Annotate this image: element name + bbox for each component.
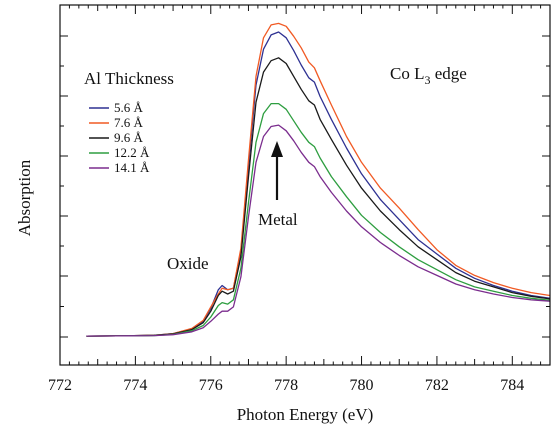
co-l3-edge-label: Co L3 edge <box>390 64 467 87</box>
legend-label-5: 14.1 Å <box>114 160 150 175</box>
legend-label-3: 9.6 Å <box>114 130 144 145</box>
oxide-label: Oxide <box>167 254 209 273</box>
x-tick-label: 776 <box>199 377 223 394</box>
x-tick-label: 780 <box>350 377 374 394</box>
series-group <box>86 22 550 337</box>
legend: 5.6 Å7.6 Å9.6 Å12.2 Å14.1 Å <box>89 100 150 175</box>
co-l3-main: Co L <box>390 64 424 83</box>
co-l3-rest: edge <box>430 64 466 83</box>
x-tick-labels: 772 774 776 778 780 782 784 <box>48 377 524 394</box>
series-line-5 <box>86 124 550 337</box>
co-l3-subscript: 3 <box>424 73 430 87</box>
y-axis-title: Absorption <box>15 159 34 236</box>
legend-label-4: 12.2 Å <box>114 145 150 160</box>
series-line-3 <box>86 57 550 337</box>
x-axis-title: Photon Energy (eV) <box>237 405 374 424</box>
legend-title: Al Thickness <box>84 69 174 88</box>
ticks-group <box>59 5 551 365</box>
plot-frame <box>59 4 551 366</box>
x-tick-label: 782 <box>425 377 449 394</box>
metal-label: Metal <box>258 210 298 229</box>
series-line-4 <box>86 102 550 337</box>
series-line-2 <box>86 22 550 337</box>
x-tick-label: 784 <box>500 377 524 394</box>
series-line-1 <box>86 31 550 337</box>
x-tick-label: 774 <box>123 377 147 394</box>
metal-arrow-icon <box>271 141 283 200</box>
legend-label-1: 5.6 Å <box>114 100 144 115</box>
legend-label-2: 7.6 Å <box>114 115 144 130</box>
x-tick-label: 772 <box>48 377 72 394</box>
x-tick-label: 778 <box>274 377 298 394</box>
